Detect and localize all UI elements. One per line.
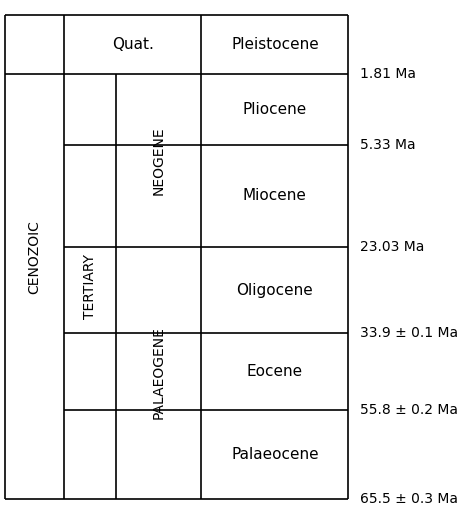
Text: Pliocene: Pliocene: [243, 102, 307, 117]
Text: Pleistocene: Pleistocene: [231, 37, 319, 52]
Text: 65.5 ± 0.3 Ma: 65.5 ± 0.3 Ma: [360, 492, 458, 506]
Text: 5.33 Ma: 5.33 Ma: [360, 138, 416, 152]
Text: CENOZOIC: CENOZOIC: [27, 220, 41, 294]
Text: NEOGENE: NEOGENE: [152, 126, 166, 194]
Text: 23.03 Ma: 23.03 Ma: [360, 240, 425, 254]
Text: Palaeocene: Palaeocene: [231, 447, 319, 462]
Text: TERTIARY: TERTIARY: [83, 254, 97, 319]
Text: 33.9 ± 0.1 Ma: 33.9 ± 0.1 Ma: [360, 326, 458, 341]
Text: Quat.: Quat.: [112, 37, 154, 52]
Text: Oligocene: Oligocene: [237, 282, 313, 298]
Text: 55.8 ± 0.2 Ma: 55.8 ± 0.2 Ma: [360, 403, 458, 417]
Text: Eocene: Eocene: [247, 364, 303, 379]
Text: Miocene: Miocene: [243, 188, 307, 204]
Text: 1.81 Ma: 1.81 Ma: [360, 67, 416, 81]
Text: PALAEOGENE: PALAEOGENE: [152, 326, 166, 419]
